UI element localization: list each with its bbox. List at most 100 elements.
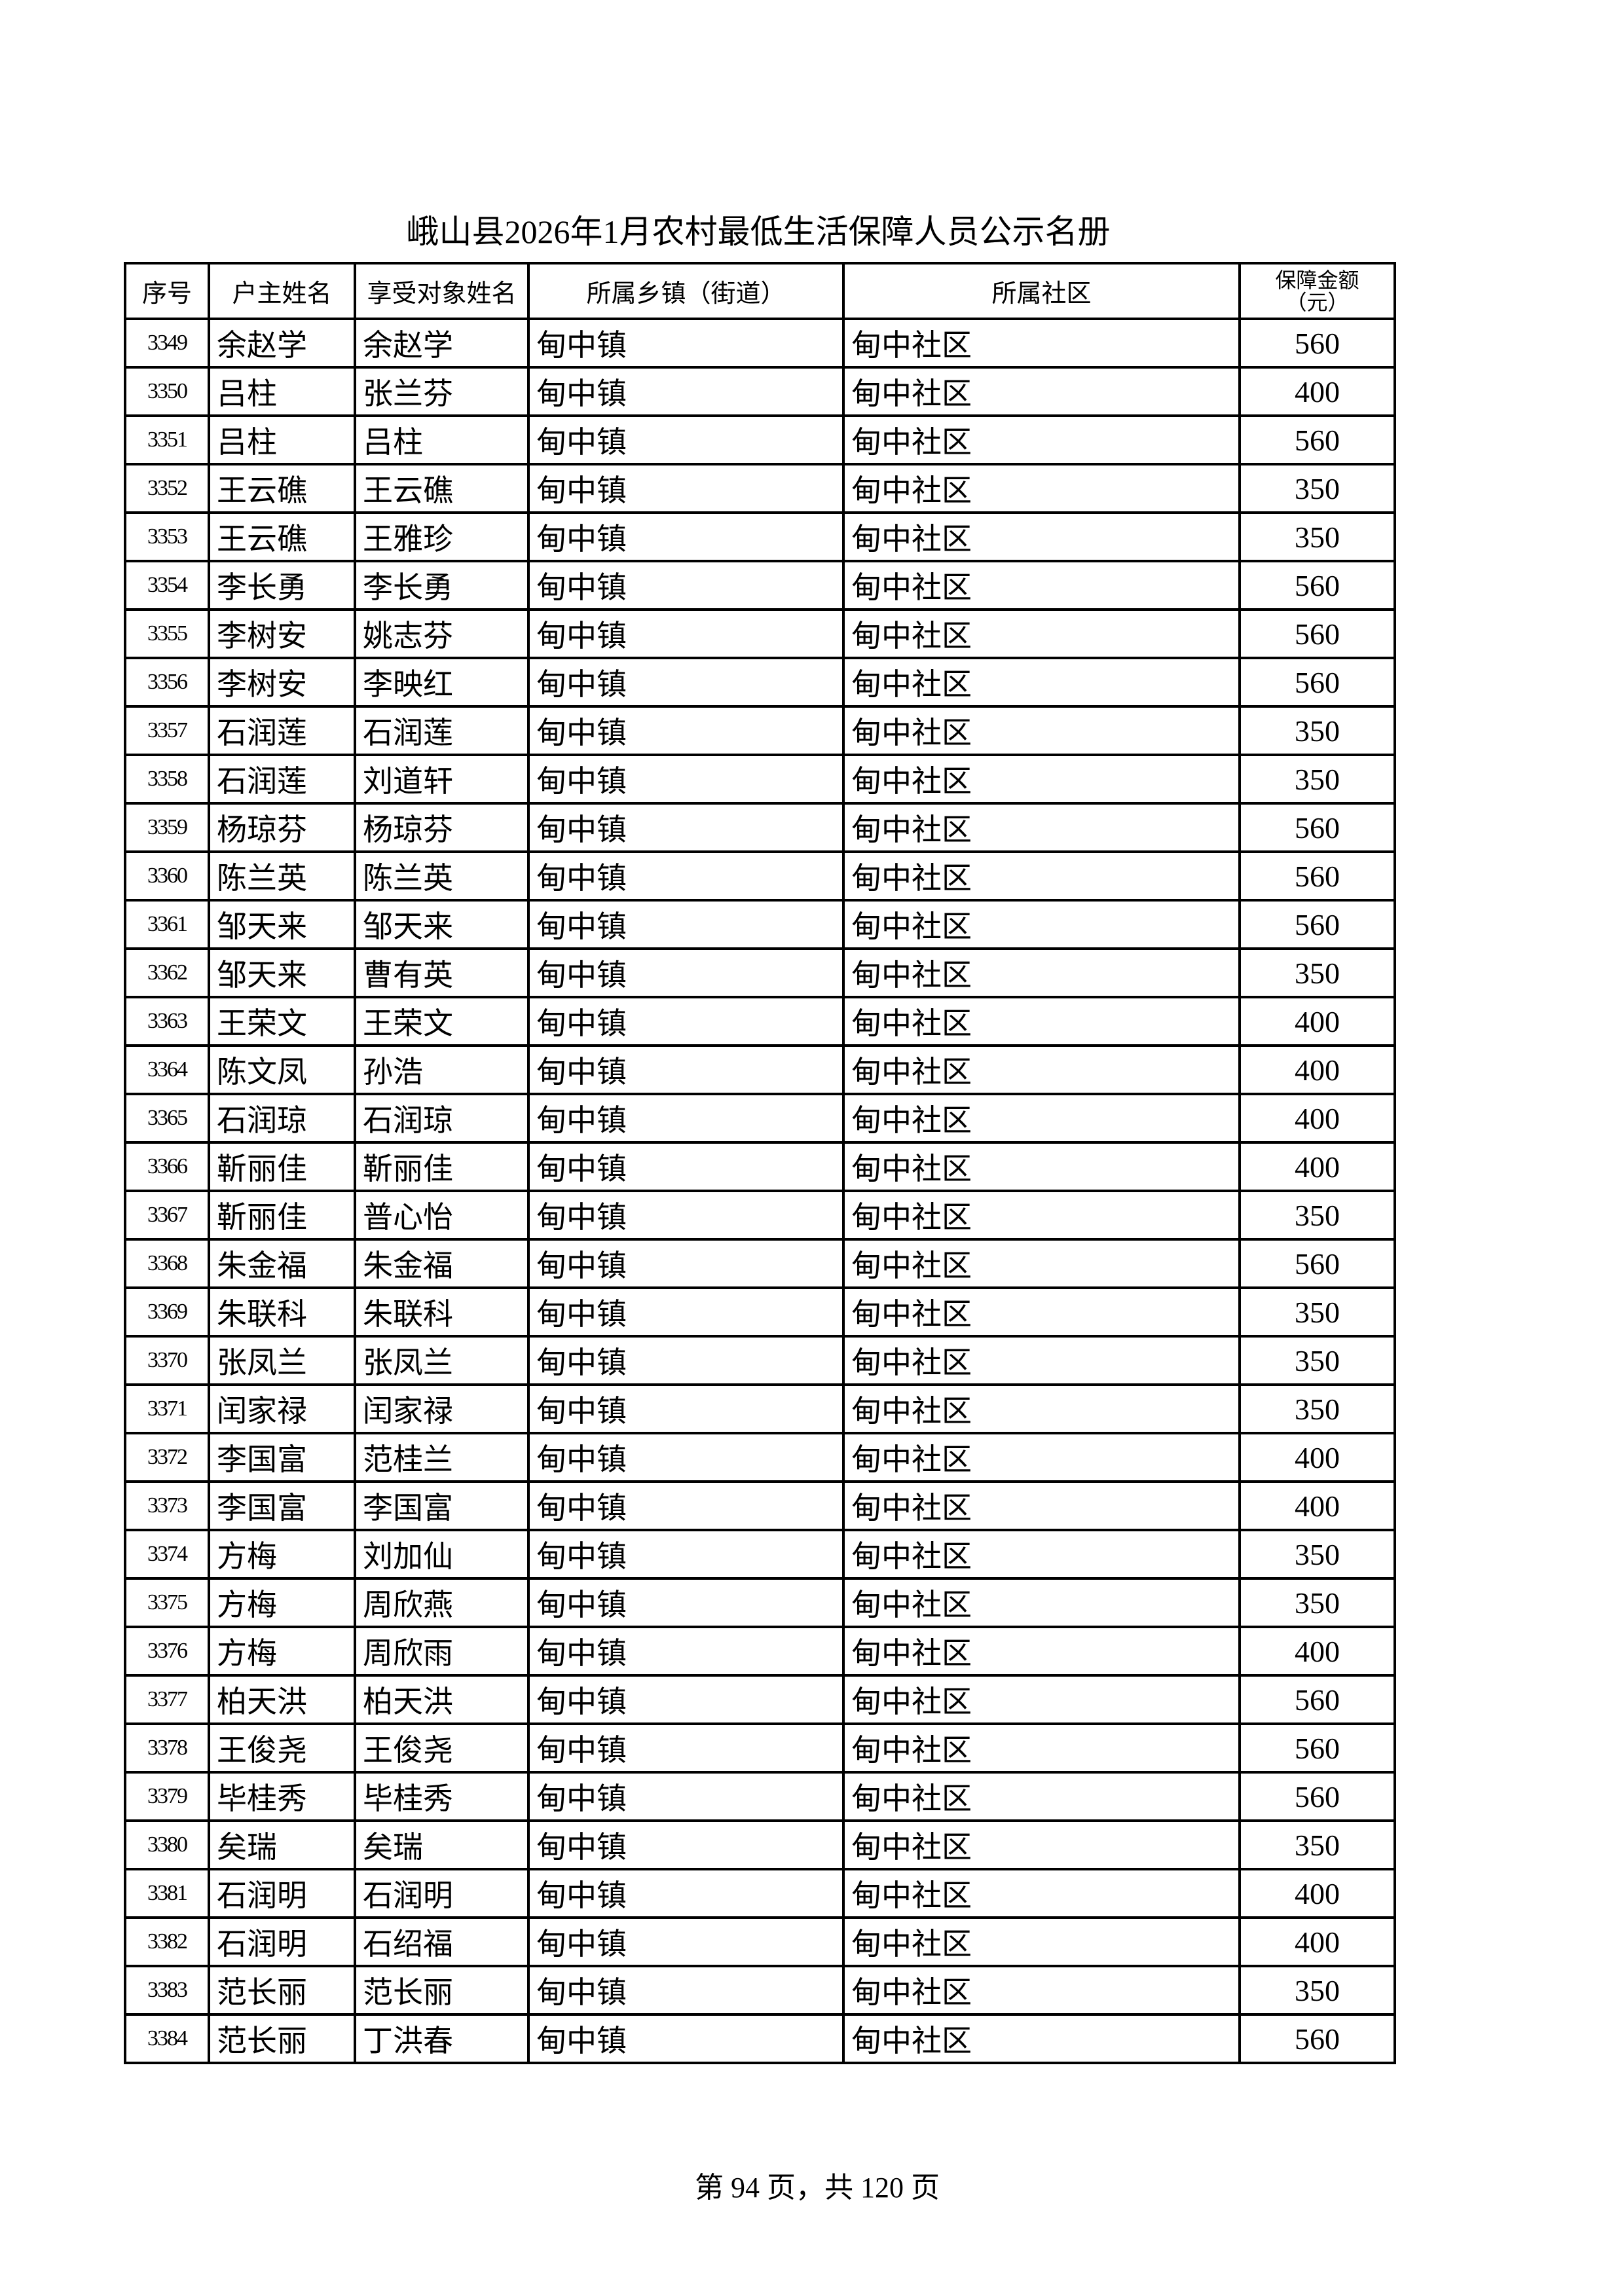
household-head-cell: 靳丽佳	[208, 1190, 356, 1241]
township-cell: 甸中镇	[527, 608, 845, 659]
household-head-cell: 矣瑞	[208, 1819, 356, 1870]
beneficiary-cell: 姚志芬	[354, 608, 530, 659]
beneficiary-cell: 邹天来	[354, 899, 530, 950]
serial-cell: 3372	[124, 1432, 210, 1483]
township-cell: 甸中镇	[527, 850, 845, 902]
beneficiary-cell: 毕桂秀	[354, 1771, 530, 1822]
table-row: 3376 方梅 周欣雨 甸中镇 甸中社区 400	[124, 1626, 1396, 1677]
community-cell: 甸中社区	[842, 850, 1241, 902]
community-cell: 甸中社区	[842, 560, 1241, 611]
amount-cell: 560	[1238, 657, 1396, 708]
community-cell: 甸中社区	[842, 996, 1241, 1047]
beneficiary-cell: 陈兰英	[354, 850, 530, 902]
serial-cell: 3377	[124, 1674, 210, 1725]
community-cell: 甸中社区	[842, 1141, 1241, 1192]
household-head-cell: 杨琼芬	[208, 802, 356, 853]
community-cell: 甸中社区	[842, 1674, 1241, 1725]
serial-cell: 3361	[124, 899, 210, 950]
household-head-cell: 石润莲	[208, 754, 356, 805]
community-cell: 甸中社区	[842, 1771, 1241, 1822]
amount-cell: 400	[1238, 1916, 1396, 1967]
household-head-cell: 李树安	[208, 657, 356, 708]
community-cell: 甸中社区	[842, 1626, 1241, 1677]
serial-cell: 3371	[124, 1383, 210, 1434]
household-head-cell: 王云礁	[208, 463, 356, 514]
community-cell: 甸中社区	[842, 657, 1241, 708]
amount-cell: 350	[1238, 1819, 1396, 1870]
beneficiary-cell: 范长丽	[354, 1965, 530, 2016]
table-row: 3353 王云礁 王雅珍 甸中镇 甸中社区 350	[124, 511, 1396, 562]
community-cell: 甸中社区	[842, 1916, 1241, 1967]
household-head-cell: 陈文凤	[208, 1044, 356, 1095]
township-cell: 甸中镇	[527, 1626, 845, 1677]
township-cell: 甸中镇	[527, 657, 845, 708]
household-head-cell: 闰家禄	[208, 1383, 356, 1434]
table-row: 3358 石润莲 刘道轩 甸中镇 甸中社区 350	[124, 754, 1396, 805]
household-head-cell: 邹天来	[208, 947, 356, 998]
beneficiary-cell: 朱联科	[354, 1286, 530, 1338]
table-row: 3366 靳丽佳 靳丽佳 甸中镇 甸中社区 400	[124, 1141, 1396, 1192]
serial-cell: 3374	[124, 1529, 210, 1580]
household-head-cell: 余赵学	[208, 318, 356, 369]
amount-cell: 560	[1238, 850, 1396, 902]
beneficiary-cell: 刘道轩	[354, 754, 530, 805]
community-cell: 甸中社区	[842, 1868, 1241, 1919]
table-row: 3383 范长丽 范长丽 甸中镇 甸中社区 350	[124, 1965, 1396, 2016]
community-cell: 甸中社区	[842, 608, 1241, 659]
amount-cell: 400	[1238, 1044, 1396, 1095]
document-title: 峨山县2026年1月农村最低生活保障人员公示名册	[406, 213, 1111, 250]
table-row: 3360 陈兰英 陈兰英 甸中镇 甸中社区 560	[124, 850, 1396, 902]
household-head-cell: 方梅	[208, 1529, 356, 1580]
community-cell: 甸中社区	[842, 1383, 1241, 1434]
community-cell: 甸中社区	[842, 511, 1241, 562]
table-row: 3363 王荣文 王荣文 甸中镇 甸中社区 400	[124, 996, 1396, 1047]
household-head-cell: 王俊尧	[208, 1722, 356, 1774]
beneficiary-cell: 张凤兰	[354, 1335, 530, 1386]
table-row: 3370 张凤兰 张凤兰 甸中镇 甸中社区 350	[124, 1335, 1396, 1386]
township-cell: 甸中镇	[527, 1529, 845, 1580]
household-head-cell: 方梅	[208, 1577, 356, 1628]
table-row: 3371 闰家禄 闰家禄 甸中镇 甸中社区 350	[124, 1383, 1396, 1434]
household-head-cell: 石润明	[208, 1916, 356, 1967]
table-row: 3351 吕柱 吕柱 甸中镇 甸中社区 560	[124, 414, 1396, 465]
household-head-cell: 吕柱	[208, 366, 356, 417]
township-cell: 甸中镇	[527, 2013, 845, 2064]
serial-cell: 3359	[124, 802, 210, 853]
township-cell: 甸中镇	[527, 1383, 845, 1434]
serial-cell: 3362	[124, 947, 210, 998]
serial-cell: 3350	[124, 366, 210, 417]
township-cell: 甸中镇	[527, 1916, 845, 1967]
community-cell: 甸中社区	[842, 318, 1241, 369]
table-row: 3368 朱金福 朱金福 甸中镇 甸中社区 560	[124, 1238, 1396, 1289]
beneficiary-cell: 杨琼芬	[354, 802, 530, 853]
header-township: 所属乡镇（街道）	[527, 262, 845, 320]
serial-cell: 3360	[124, 850, 210, 902]
township-cell: 甸中镇	[527, 705, 845, 756]
serial-cell: 3370	[124, 1335, 210, 1386]
township-cell: 甸中镇	[527, 1044, 845, 1095]
community-cell: 甸中社区	[842, 366, 1241, 417]
table-row: 3352 王云礁 王云礁 甸中镇 甸中社区 350	[124, 463, 1396, 514]
beneficiary-cell: 石润明	[354, 1868, 530, 1919]
serial-cell: 3373	[124, 1480, 210, 1531]
household-head-cell: 王云礁	[208, 511, 356, 562]
township-cell: 甸中镇	[527, 899, 845, 950]
amount-cell: 560	[1238, 899, 1396, 950]
household-head-cell: 毕桂秀	[208, 1771, 356, 1822]
amount-cell: 560	[1238, 1722, 1396, 1774]
township-cell: 甸中镇	[527, 414, 845, 465]
serial-cell: 3356	[124, 657, 210, 708]
township-cell: 甸中镇	[527, 1771, 845, 1822]
beneficiary-cell: 刘加仙	[354, 1529, 530, 1580]
community-cell: 甸中社区	[842, 1529, 1241, 1580]
header-amount: 保障金额（元）	[1238, 262, 1396, 320]
community-cell: 甸中社区	[842, 1722, 1241, 1774]
table-row: 3380 矣瑞 矣瑞 甸中镇 甸中社区 350	[124, 1819, 1396, 1870]
beneficiary-cell: 石绍福	[354, 1916, 530, 1967]
amount-cell: 560	[1238, 414, 1396, 465]
serial-cell: 3355	[124, 608, 210, 659]
community-cell: 甸中社区	[842, 705, 1241, 756]
amount-cell: 350	[1238, 511, 1396, 562]
page-footer: 第 94 页，共 120 页	[695, 2172, 940, 2204]
community-cell: 甸中社区	[842, 1190, 1241, 1241]
